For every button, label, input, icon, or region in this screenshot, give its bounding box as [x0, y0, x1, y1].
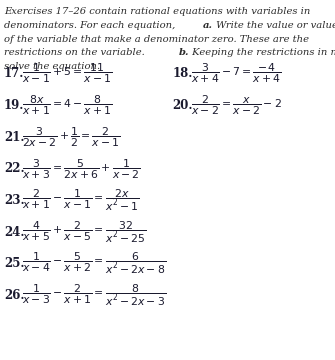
Text: $\dfrac{1}{x-3}-\dfrac{2}{x+1}=\dfrac{8}{x^{2}-2x-3}$: $\dfrac{1}{x-3}-\dfrac{2}{x+1}=\dfrac{8}…: [22, 283, 166, 308]
Text: of the variable that make a denominator zero. These are the: of the variable that make a denominator …: [4, 35, 309, 44]
Text: $\dfrac{3}{2x-2}+\dfrac{1}{2}=\dfrac{2}{x-1}$: $\dfrac{3}{2x-2}+\dfrac{1}{2}=\dfrac{2}{…: [22, 126, 121, 149]
Text: denominators. For each equation,: denominators. For each equation,: [4, 21, 179, 30]
Text: Keeping the restrictions in mind,: Keeping the restrictions in mind,: [189, 48, 335, 57]
Text: solve the equation.: solve the equation.: [4, 62, 100, 71]
Text: b.: b.: [179, 48, 189, 57]
Text: $\dfrac{3}{x+4}-7=\dfrac{-4}{x+4}$: $\dfrac{3}{x+4}-7=\dfrac{-4}{x+4}$: [191, 62, 282, 85]
Text: Write the value or values: Write the value or values: [213, 21, 335, 30]
Text: 22.: 22.: [4, 162, 25, 175]
Text: restrictions on the variable.: restrictions on the variable.: [4, 48, 148, 57]
Text: 18.: 18.: [173, 67, 193, 80]
Text: a.: a.: [203, 21, 213, 30]
Text: 21.: 21.: [4, 131, 24, 144]
Text: $\dfrac{8x}{x+1}=4-\dfrac{8}{x+1}$: $\dfrac{8x}{x+1}=4-\dfrac{8}{x+1}$: [22, 94, 113, 117]
Text: 19.: 19.: [4, 99, 24, 112]
Text: Exercises 17–26 contain rational equations with variables in: Exercises 17–26 contain rational equatio…: [4, 7, 311, 16]
Text: $\dfrac{3}{x+3}=\dfrac{5}{2x+6}+\dfrac{1}{x-2}$: $\dfrac{3}{x+3}=\dfrac{5}{2x+6}+\dfrac{1…: [22, 157, 141, 180]
Text: $\dfrac{2}{x-2}=\dfrac{x}{x-2}-2$: $\dfrac{2}{x-2}=\dfrac{x}{x-2}-2$: [191, 94, 282, 117]
Text: $\dfrac{1}{x-1}+5=\dfrac{11}{x-1}$: $\dfrac{1}{x-1}+5=\dfrac{11}{x-1}$: [22, 62, 113, 85]
Text: $\dfrac{1}{x-4}-\dfrac{5}{x+2}=\dfrac{6}{x^{2}-2x-8}$: $\dfrac{1}{x-4}-\dfrac{5}{x+2}=\dfrac{6}…: [22, 251, 166, 276]
Text: 23.: 23.: [4, 194, 25, 207]
Text: $\dfrac{4}{x+5}+\dfrac{2}{x-5}=\dfrac{32}{x^{2}-25}$: $\dfrac{4}{x+5}+\dfrac{2}{x-5}=\dfrac{32…: [22, 220, 147, 245]
Text: $\dfrac{2}{x+1}-\dfrac{1}{x-1}=\dfrac{2x}{x^{2}-1}$: $\dfrac{2}{x+1}-\dfrac{1}{x-1}=\dfrac{2x…: [22, 188, 140, 213]
Text: 24.: 24.: [4, 226, 24, 239]
Text: 26.: 26.: [4, 289, 24, 302]
Text: 20.: 20.: [173, 99, 193, 112]
Text: 17.: 17.: [4, 67, 24, 80]
Text: 25.: 25.: [4, 257, 24, 270]
